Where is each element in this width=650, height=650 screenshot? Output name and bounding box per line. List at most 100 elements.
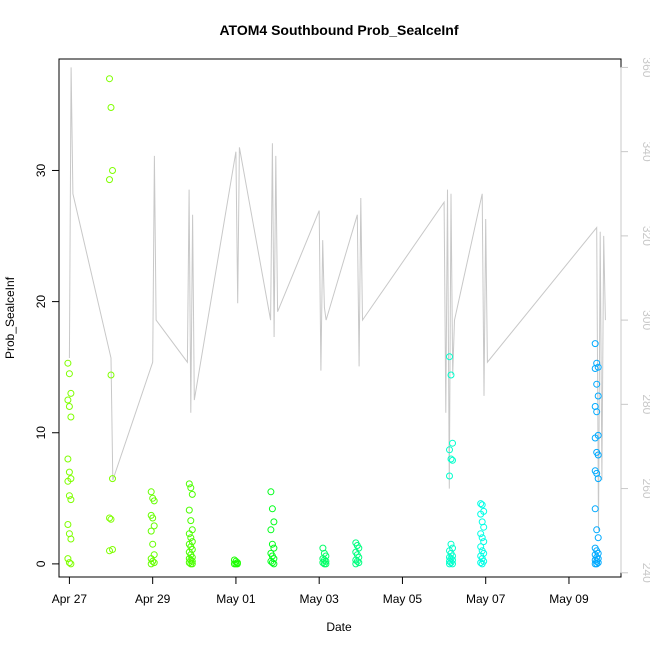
y-tick-label: 0 [34,560,48,567]
x-tick-label: May 09 [549,592,589,606]
right-y-tick-label: 240 [640,563,650,583]
data-point [446,560,453,568]
x-tick-label: Apr 27 [52,592,88,606]
data-point [64,521,72,528]
data-point [478,534,486,542]
data-point [591,365,599,372]
data-point [147,527,155,535]
data-point [593,408,601,416]
data-point [352,560,360,568]
data-point [477,559,485,567]
x-tick-label: May 01 [216,592,256,606]
y-tick-label: 10 [34,426,48,440]
data-point [64,396,72,404]
data-point [268,559,276,567]
x-tick-label: May 07 [466,592,506,606]
data-point [147,560,155,568]
data-point [187,517,195,525]
right-y-tick-label: 300 [640,310,650,330]
data-point [65,492,73,500]
data-point [64,477,72,485]
data-point [270,560,278,568]
data-point [477,530,485,538]
data-point [107,515,115,523]
data-point [67,535,75,543]
data-point [109,475,116,483]
data-point [594,392,602,400]
right-y-tick-label: 320 [640,226,650,246]
data-point [64,359,72,367]
data-point [64,455,72,463]
data-point [187,484,195,492]
data-point [449,560,456,568]
data-point [65,559,73,567]
data-point [591,434,599,442]
data-point [594,534,602,542]
data-point [591,505,599,513]
data-point [67,496,75,504]
data-point [594,451,602,459]
right-y-axis: 240 260 280 300 320 340 360 [620,57,650,583]
points-group [64,75,602,568]
chart-title: ATOM4 Southbound Prob_SealceInf [219,22,458,38]
data-point [478,560,486,568]
data-point [188,560,196,568]
data-point [188,490,196,498]
y-axis-label: Prob_SealceInf [3,276,17,359]
data-point [185,530,193,538]
x-tick-label: May 03 [300,592,340,606]
data-point [233,560,241,568]
right-y-tick-label: 340 [640,142,650,162]
data-point [449,456,456,464]
data-point [65,468,73,476]
x-tick-label: Apr 29 [135,592,171,606]
data-point [67,389,75,397]
data-point [64,555,72,563]
data-point [480,538,488,546]
x-tick-label: May 05 [383,592,423,606]
data-point [447,455,455,463]
data-point [67,560,75,568]
data-point [591,340,599,348]
data-point [447,540,455,548]
data-point [477,510,485,518]
right-y-tick-label: 360 [640,57,650,77]
data-point [267,526,275,534]
data-point [147,488,155,496]
data-point [106,514,113,522]
data-point [594,475,602,483]
x-axis-label: Date [326,620,352,634]
right-y-tick-label: 260 [640,479,650,499]
data-point [106,547,113,555]
line-series-group [68,67,606,531]
data-point [322,560,330,568]
data-point [593,560,601,568]
y-axis: 0 10 20 30 [34,163,60,567]
data-point [446,446,453,454]
data-point [477,543,485,551]
data-point [268,540,276,548]
data-point [270,544,278,552]
data-point [185,506,193,514]
data-point [593,380,601,388]
data-point [65,370,73,378]
data-point [149,540,157,548]
data-point [150,522,158,530]
data-point [593,526,601,534]
y-tick-label: 20 [34,295,48,309]
data-point [65,403,73,410]
data-point [267,488,275,496]
data-point [106,75,113,83]
data-point [270,518,278,526]
x-axis: Apr 27 Apr 29 May 01 May 03 May 05 May 07 May … [52,576,589,606]
right-y-tick-label: 280 [640,394,650,414]
data-point [446,472,453,480]
data-point [67,413,75,421]
data-point [106,176,113,184]
data-point [447,371,455,379]
data-point [449,439,456,447]
data-point [107,371,115,379]
y-tick-label: 30 [34,163,48,177]
data-point [480,523,488,531]
